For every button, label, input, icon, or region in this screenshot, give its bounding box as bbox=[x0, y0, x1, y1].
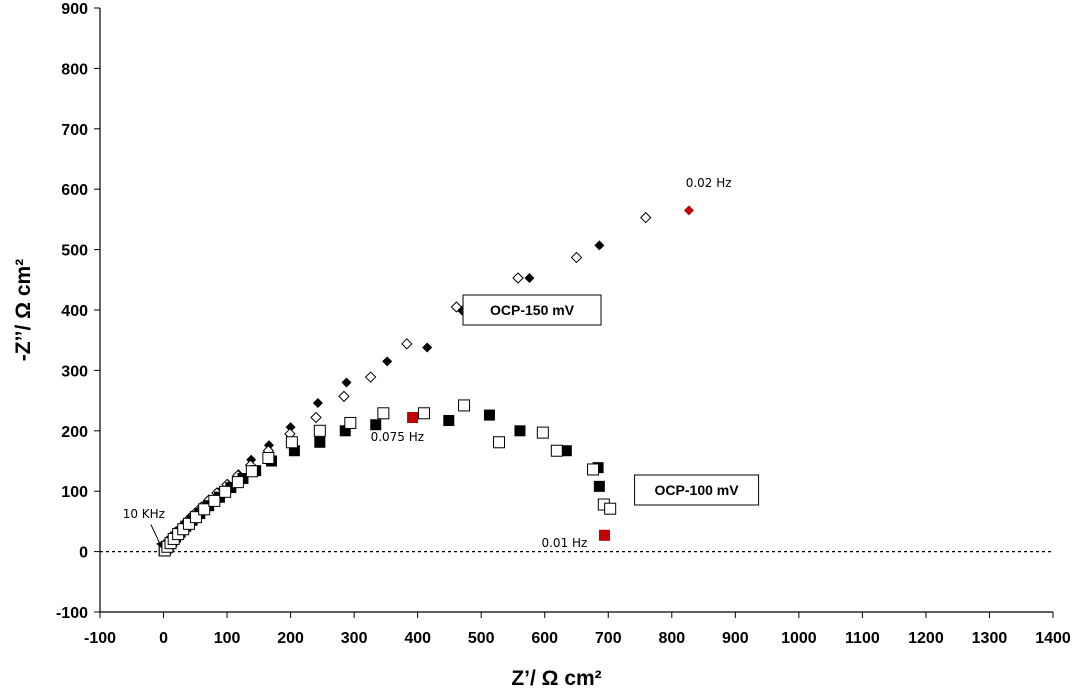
point-square-filled bbox=[593, 480, 605, 492]
point-square-open bbox=[604, 502, 617, 515]
y-tick-label: 800 bbox=[61, 61, 88, 78]
point-diamond-filled bbox=[382, 356, 393, 367]
x-tick-label: 1200 bbox=[908, 630, 944, 647]
x-tick-label: -100 bbox=[84, 630, 116, 647]
annotation-0-02-hz: 0.02 Hz bbox=[686, 176, 732, 190]
point-diamond-filled bbox=[422, 342, 433, 353]
point-diamond-open bbox=[338, 390, 350, 403]
point-square-filled bbox=[483, 409, 495, 421]
point-square-open bbox=[182, 517, 195, 530]
legend-box-ocp-150 bbox=[462, 294, 602, 326]
point-diamond-highlight bbox=[683, 205, 694, 216]
x-tick-label: 200 bbox=[277, 630, 304, 647]
legend-box-ocp-100 bbox=[634, 474, 760, 506]
point-square-filled bbox=[370, 419, 382, 431]
point-square-filled bbox=[560, 445, 572, 457]
point-square-filled bbox=[288, 445, 300, 457]
x-tick-label: 700 bbox=[595, 630, 622, 647]
point-square-filled bbox=[339, 425, 351, 437]
point-square-open bbox=[189, 511, 202, 524]
point-diamond-filled bbox=[524, 272, 535, 283]
point-square-open bbox=[285, 436, 298, 449]
x-axis-title: Z’/ Ω cm² bbox=[511, 667, 601, 690]
y-tick-label: 700 bbox=[61, 122, 88, 139]
point-square-filled bbox=[514, 425, 526, 437]
annotation-10-khz: 10 KHz bbox=[123, 507, 165, 521]
point-square-open bbox=[344, 416, 357, 429]
point-square-open bbox=[536, 426, 549, 439]
x-tick-label: 0 bbox=[159, 630, 168, 647]
x-tick-label: 100 bbox=[214, 630, 241, 647]
y-tick-label: 0 bbox=[79, 545, 88, 562]
point-diamond-filled bbox=[312, 398, 323, 409]
annotation-0-01-hz: 0.01 Hz bbox=[541, 536, 587, 550]
point-square-open bbox=[550, 444, 563, 457]
x-tick-label: 1300 bbox=[972, 630, 1008, 647]
point-square-open bbox=[231, 476, 244, 489]
annotations-layer: 0.02 Hz 0.075 Hz 0.01 Hz 10 KHz bbox=[123, 176, 732, 550]
x-tick-label: 800 bbox=[658, 630, 685, 647]
y-tick-label: 900 bbox=[61, 1, 88, 18]
y-tick-label: 300 bbox=[61, 363, 88, 380]
point-square-open bbox=[458, 399, 471, 412]
point-square-filled bbox=[443, 415, 455, 427]
x-tick-label: 300 bbox=[341, 630, 368, 647]
point-diamond-filled bbox=[341, 377, 352, 388]
point-diamond-filled bbox=[285, 422, 296, 433]
annotation-0-075-hz: 0.075 Hz bbox=[371, 430, 425, 444]
x-tick-label: 900 bbox=[722, 630, 749, 647]
point-square-open bbox=[377, 407, 390, 420]
legend-label-ocp-150: OCP-150 mV bbox=[490, 302, 575, 318]
ticks-layer: -100 0 100 200 300 400 500 600 700 800 900 -100 0 100… bbox=[56, 1, 1071, 647]
point-diamond-open bbox=[310, 411, 322, 424]
point-square-open bbox=[219, 485, 232, 498]
x-tick-label: 1400 bbox=[1035, 630, 1071, 647]
y-tick-label: -100 bbox=[56, 605, 88, 622]
x-tick-label: 400 bbox=[404, 630, 431, 647]
legend-label-ocp-100: OCP-100 mV bbox=[655, 482, 740, 498]
points-layer bbox=[158, 205, 694, 557]
point-diamond-open bbox=[570, 251, 583, 264]
x-tick-label: 1100 bbox=[845, 630, 880, 647]
x-tick-label: 600 bbox=[531, 630, 558, 647]
point-diamond-open bbox=[512, 272, 524, 284]
point-square-open bbox=[198, 503, 211, 516]
x-tick-label: 500 bbox=[468, 630, 495, 647]
y-tick-label: 200 bbox=[61, 424, 88, 441]
point-square-open bbox=[492, 436, 505, 449]
point-diamond-open bbox=[401, 338, 413, 350]
y-tick-label: 100 bbox=[61, 484, 88, 501]
x-tick-label: 1000 bbox=[781, 630, 817, 647]
point-square-highlight bbox=[407, 412, 419, 424]
point-diamond-filled bbox=[594, 240, 605, 251]
point-square-open bbox=[313, 424, 326, 437]
point-square-open bbox=[418, 407, 431, 420]
point-square-open bbox=[245, 465, 258, 478]
point-square-filled bbox=[314, 436, 326, 448]
khz-arrow-head bbox=[156, 540, 163, 549]
point-diamond-open bbox=[364, 371, 377, 383]
point-diamond-open bbox=[640, 211, 652, 224]
y-tick-label: 400 bbox=[61, 303, 88, 320]
point-square-open bbox=[208, 494, 221, 507]
point-square-open bbox=[262, 451, 275, 464]
y-axis-title: -Z’’/ Ω cm² bbox=[12, 259, 35, 361]
y-tick-label: 500 bbox=[61, 243, 88, 260]
point-square-open bbox=[587, 463, 600, 476]
legend-layer: OCP-150 mV OCP-100 mV bbox=[462, 294, 760, 506]
y-tick-label: 600 bbox=[61, 182, 88, 199]
point-diamond-open bbox=[450, 301, 463, 313]
point-square-highlight bbox=[598, 529, 610, 541]
